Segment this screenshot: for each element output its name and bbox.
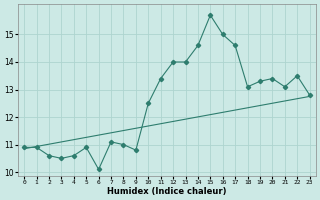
X-axis label: Humidex (Indice chaleur): Humidex (Indice chaleur) <box>107 187 227 196</box>
